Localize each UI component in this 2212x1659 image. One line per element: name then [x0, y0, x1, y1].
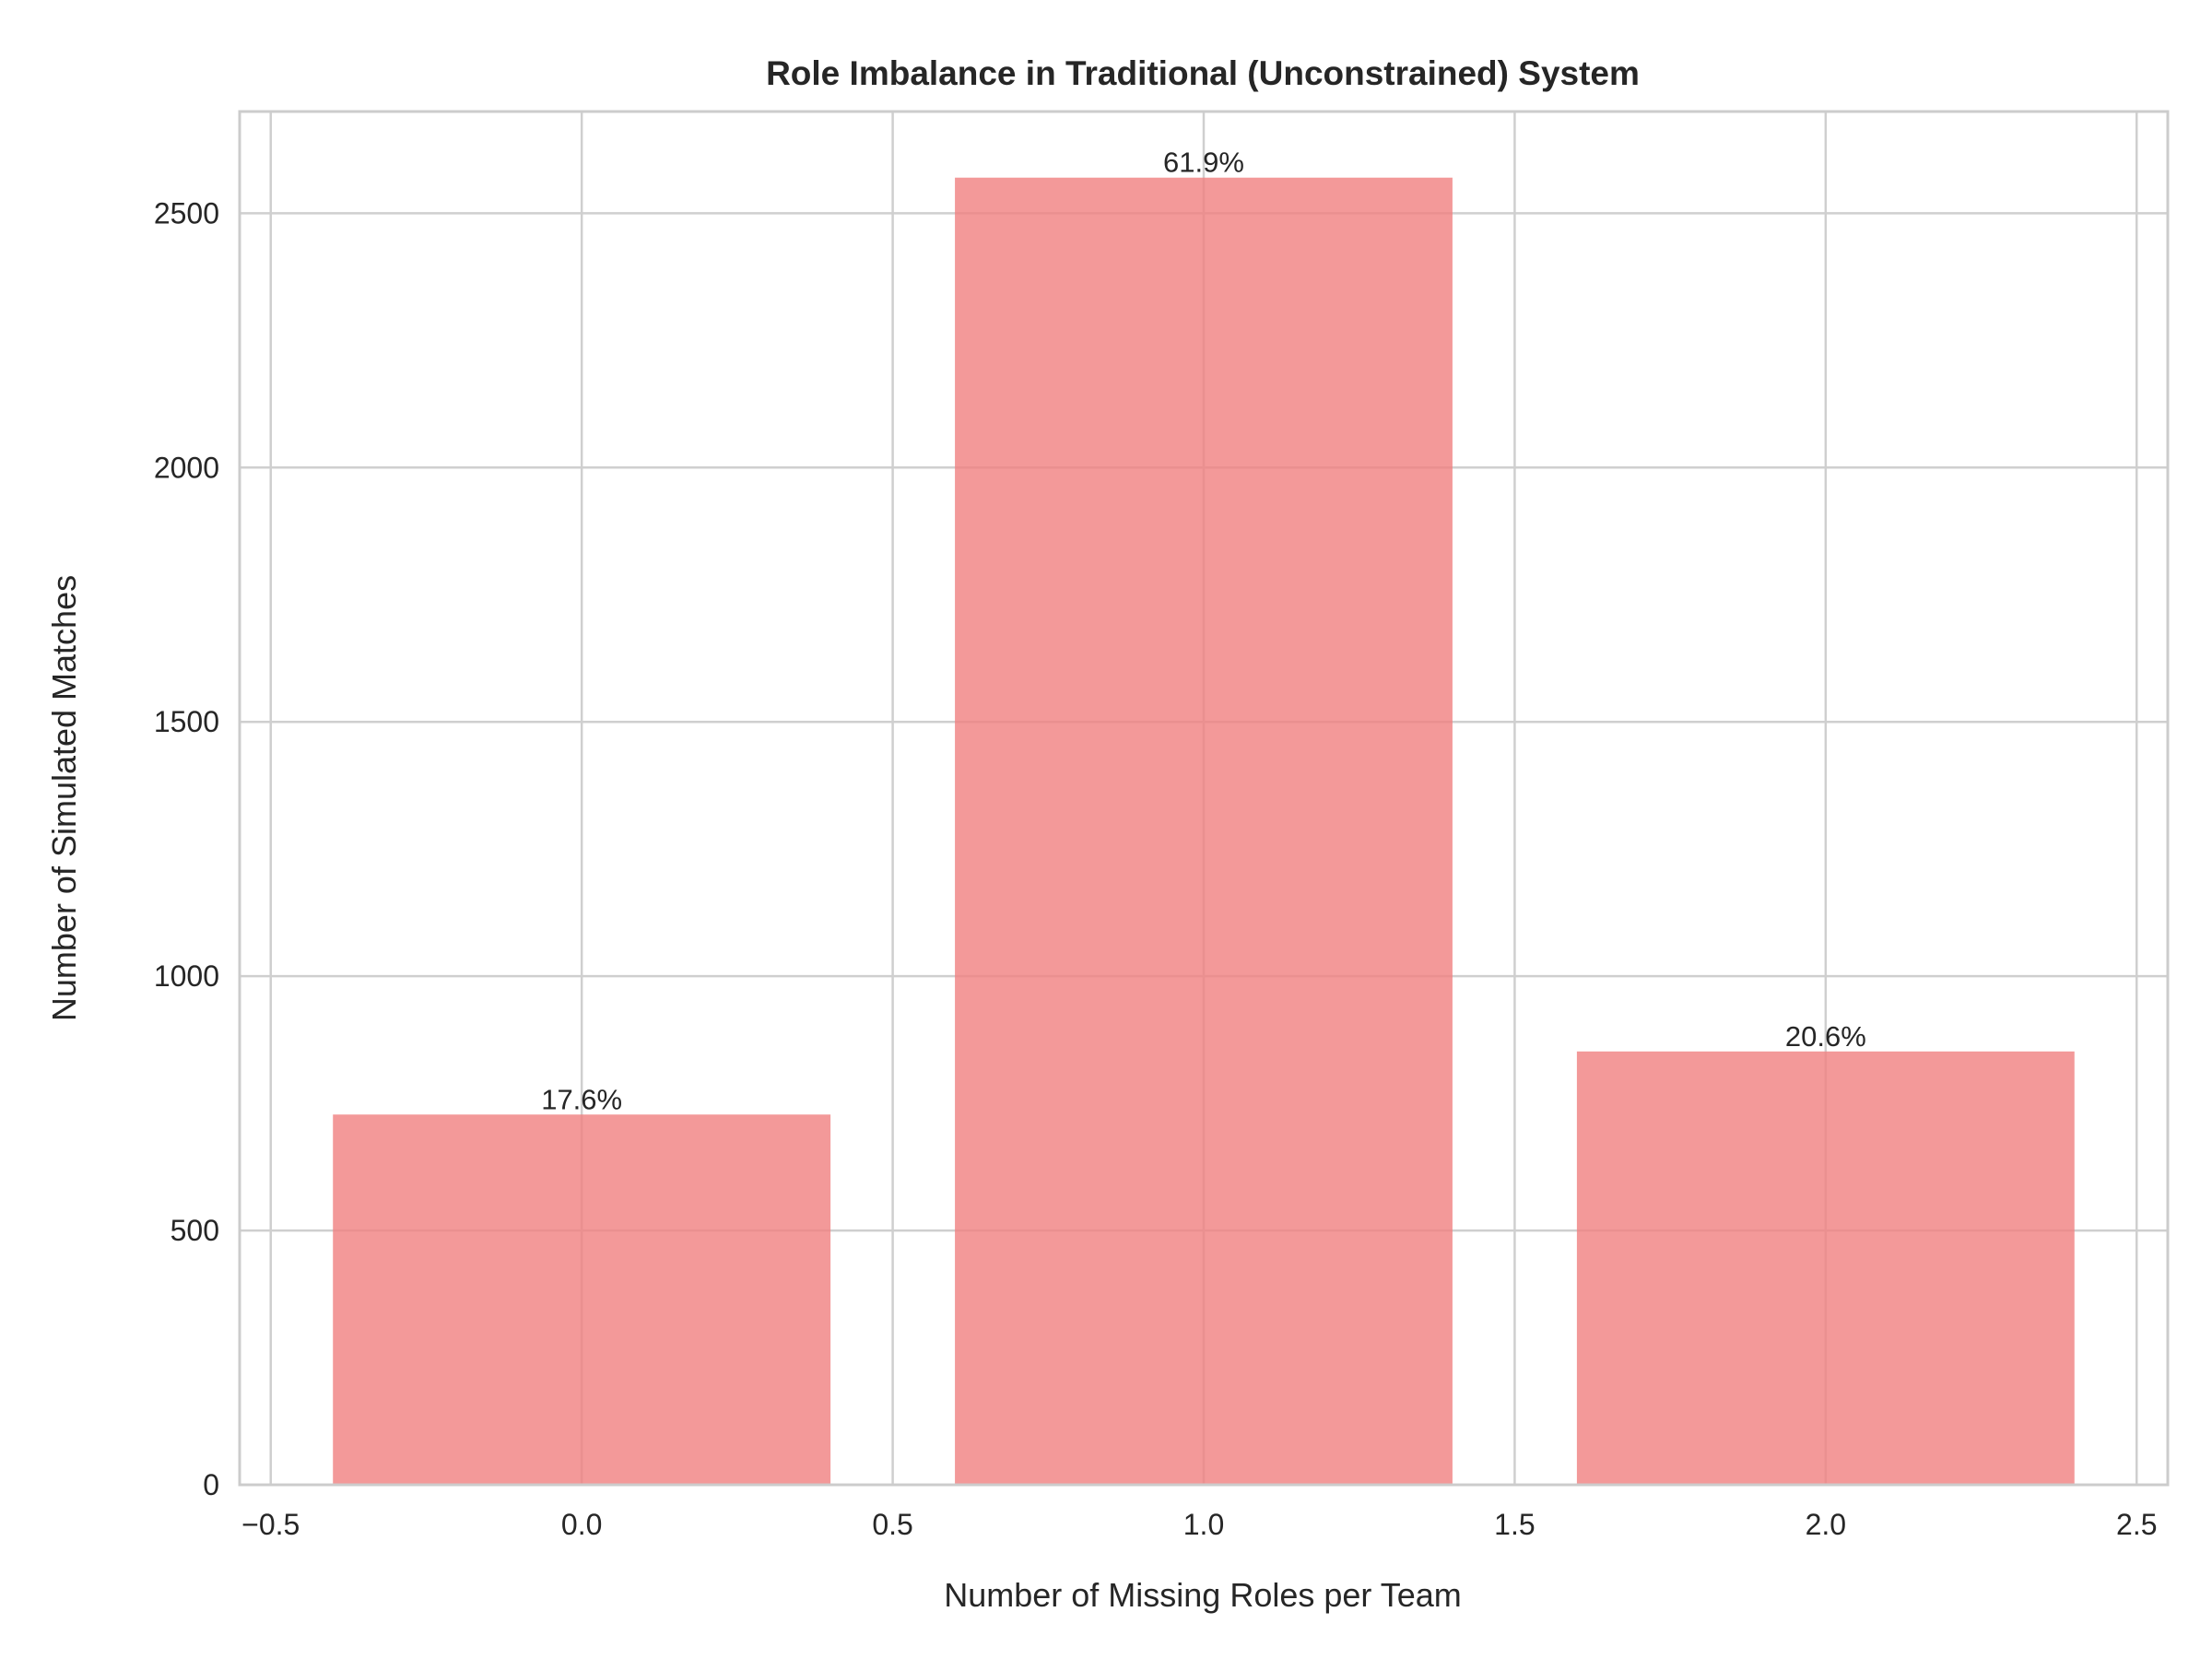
x-axis-label: Number of Missing Roles per Team: [944, 1576, 1462, 1614]
bar-value-label: 17.6%: [541, 1083, 622, 1115]
y-tick-label: 2500: [154, 196, 219, 229]
y-axis-label: Number of Simulated Matches: [45, 575, 83, 1021]
chart-title: Role Imbalance in Traditional (Unconstra…: [766, 54, 1640, 92]
x-tick-label: 0.0: [561, 1508, 602, 1541]
x-tick-label: 2.5: [2116, 1508, 2157, 1541]
y-tick-label: 1000: [154, 959, 219, 993]
bar-value-label: 20.6%: [1785, 1020, 1866, 1053]
x-tick-label: 2.0: [1806, 1508, 1846, 1541]
y-tick-label: 500: [171, 1214, 219, 1247]
y-tick-label: 2000: [154, 451, 219, 484]
y-tick-label: 0: [203, 1468, 219, 1501]
plot-frame: [238, 110, 2170, 1487]
bars: [333, 177, 2075, 1486]
x-tick-label: 1.0: [1183, 1508, 1224, 1541]
x-tick-label: 1.5: [1494, 1508, 1535, 1541]
bar-value-labels: 17.6% 61.9% 20.6%: [541, 147, 1866, 1116]
x-tick-label: −0.5: [241, 1508, 300, 1541]
x-tick-label: 0.5: [872, 1508, 912, 1541]
tick-labels: −0.5 0.0 0.5 1.0 1.5 2.0 2.5 0 500 1000 1500 2000 25…: [154, 196, 2158, 1541]
bar: [1576, 1051, 2075, 1485]
bar-value-label: 61.9%: [1163, 147, 1244, 179]
bar: [333, 1114, 831, 1485]
bar: [955, 177, 1453, 1486]
y-tick-label: 1500: [154, 705, 219, 738]
